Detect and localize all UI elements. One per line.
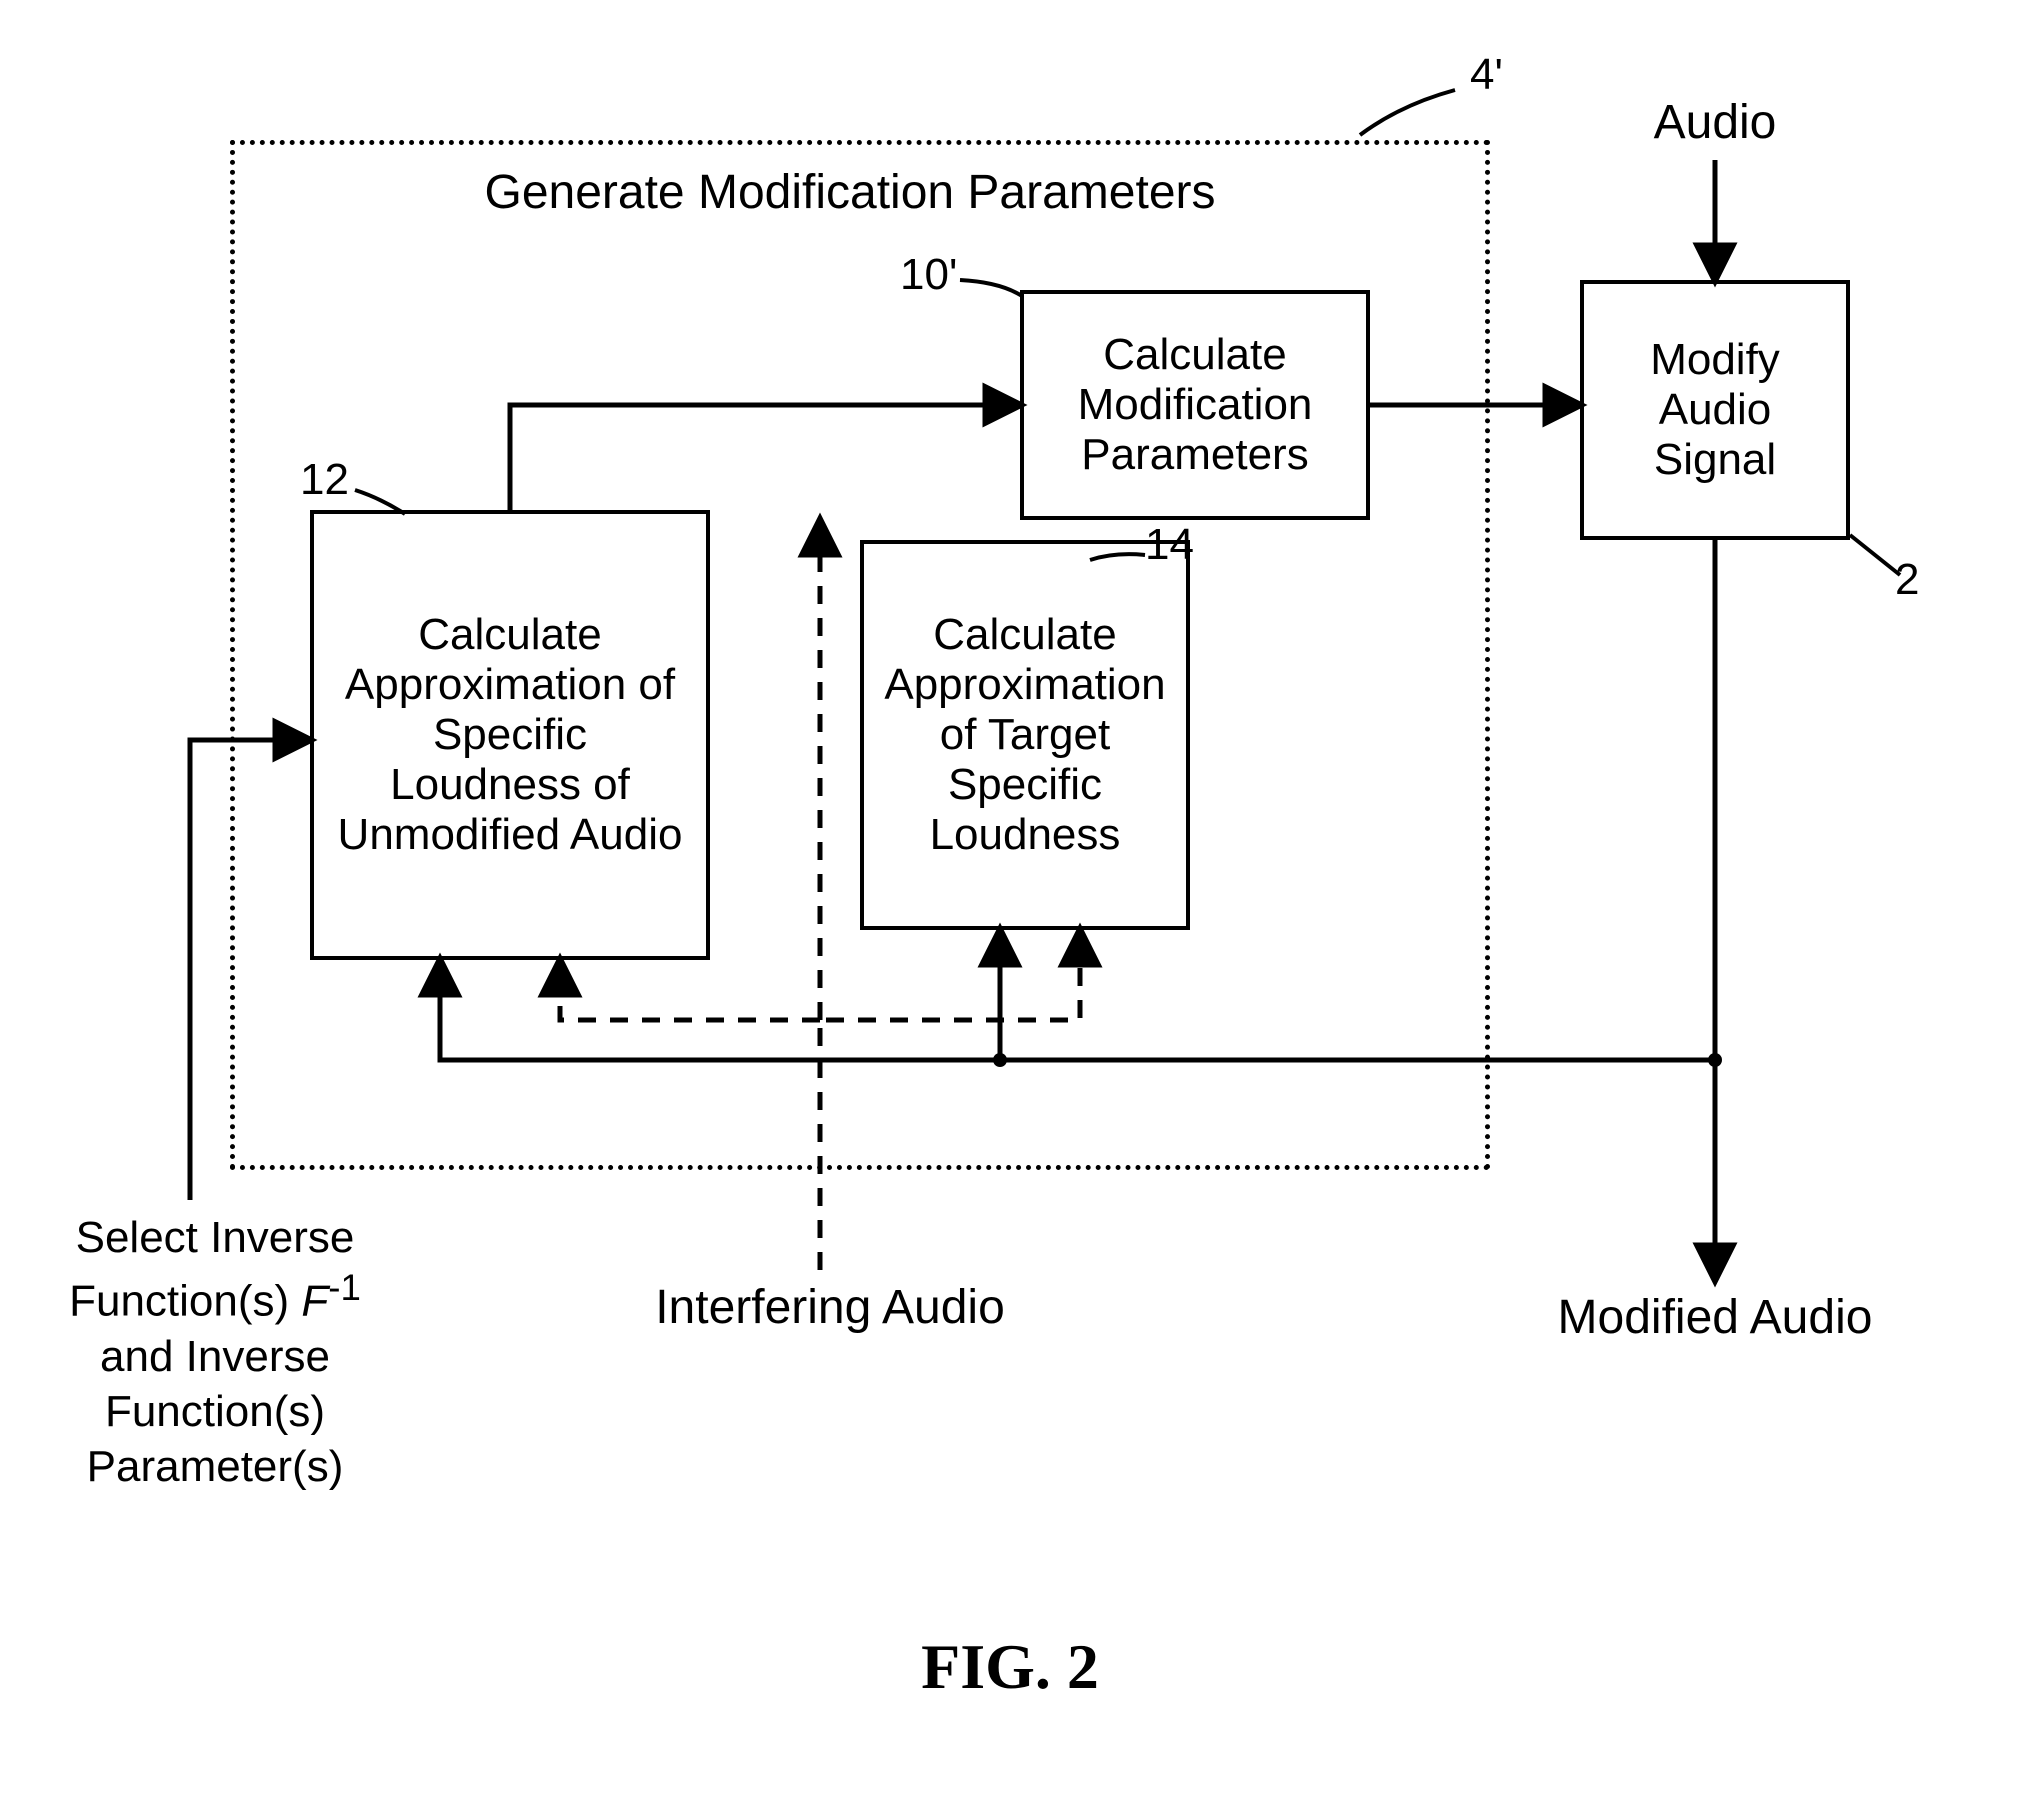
box-14: Calculate Approximation of Target Specif… <box>860 540 1190 930</box>
box-2: Modify Audio Signal <box>1580 280 1850 540</box>
figure-caption: FIG. 2 <box>0 1630 2020 1704</box>
ref-14: 14 <box>1145 520 1194 570</box>
modified-audio-label: Modified Audio <box>1500 1290 1930 1345</box>
box-10p-text: Calculate Modification Parameters <box>1036 330 1354 480</box>
ref-12: 12 <box>300 455 349 505</box>
box-12-text: Calculate Approximation of Specific Loud… <box>332 610 688 860</box>
box-12: Calculate Approximation of Specific Loud… <box>310 510 710 960</box>
box-2-text: Modify Audio Signal <box>1596 335 1834 485</box>
interfering-audio-label: Interfering Audio <box>580 1280 1080 1335</box>
ref-2: 2 <box>1895 555 1919 605</box>
box-14-text: Calculate Approximation of Target Specif… <box>880 610 1170 860</box>
box-10p: Calculate Modification Parameters <box>1020 290 1370 520</box>
feedback-tap-dot <box>1708 1053 1722 1067</box>
figure-stage: Generate Modification Parameters Calcula… <box>0 0 2020 1816</box>
select-inverse-label: Select InverseFunction(s) F-1and Inverse… <box>40 1210 390 1494</box>
leader-2 <box>1850 535 1900 575</box>
ref-10p: 10' <box>900 250 957 300</box>
audio-in-label: Audio <box>1600 95 1830 150</box>
leader-4p <box>1360 90 1455 135</box>
ref-4p: 4' <box>1470 50 1503 100</box>
generate-params-title: Generate Modification Parameters <box>350 165 1350 220</box>
